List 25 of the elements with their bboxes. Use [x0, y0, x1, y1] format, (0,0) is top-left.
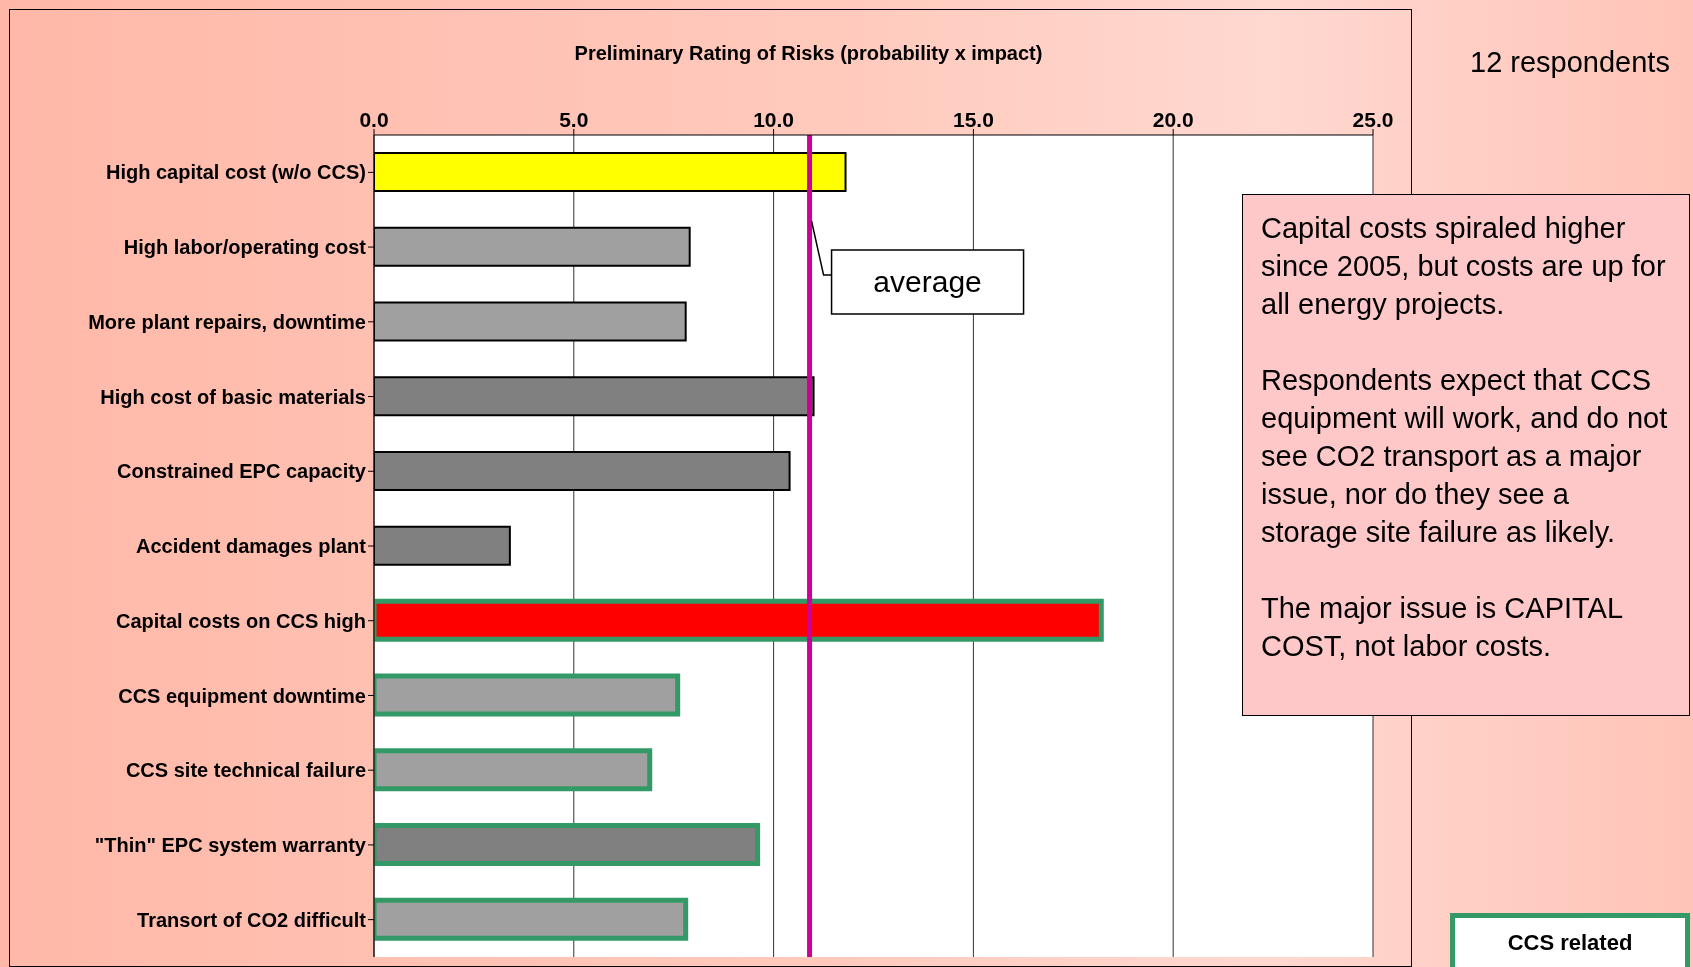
y-tick-label: Accident damages plant: [135, 535, 367, 558]
x-tick-label: 25.0: [1352, 108, 1394, 131]
y-tick-label: Transort of CO2 difficult: [137, 908, 367, 931]
x-tick-label: 20.0: [1152, 108, 1194, 131]
x-tick-label: 0.0: [359, 108, 389, 131]
y-tick-label: CCS equipment downtime: [118, 684, 366, 707]
y-tick-label: High capital cost (w/o CCS): [105, 161, 366, 184]
y-tick-label: Capital costs on CCS high: [115, 609, 366, 632]
y-tick-label: Constrained EPC capacity: [117, 460, 367, 483]
note-box: Capital costs spiraled higher since 2005, but costs are up for all energy projects. Respondents expect that CCS equipment will work, and do not see CO2 transport as a major issue, nor do they see a storage site failure as likely. The major issue is CAPITAL COST, not labor costs.: [1242, 194, 1690, 716]
text: CCS related: [1450, 913, 1690, 967]
x-tick-label: 10.0: [753, 108, 795, 131]
x-axis-title: Preliminary Rating of Risks (probability x impact): [573, 42, 1044, 65]
y-tick-label: "Thin" EPC system warranty: [94, 834, 367, 857]
annotation: Respondents expect that CCS equipment will work, and do not see CO2 transport as a major issue, nor do they see a storage site failure as likely.: [1261, 363, 1669, 550]
annotation: The major issue is CAPITAL COST, not labor costs.: [1261, 591, 1624, 664]
x-tick-label: 15.0: [952, 108, 994, 131]
text: 12 respondents: [1470, 46, 1670, 79]
y-tick-label: CCS site technical failure: [125, 759, 366, 782]
annotation: Capital costs spiraled higher since 2005, but costs are up for all energy projects.: [1261, 211, 1667, 322]
y-tick-label: High cost of basic materials: [100, 385, 366, 408]
y-tick-label: High labor/operating cost: [123, 236, 367, 259]
x-tick-label: 5.0: [559, 108, 589, 131]
y-tick-label: More plant repairs, downtime: [88, 310, 366, 333]
ref-line-label: average: [873, 265, 982, 298]
